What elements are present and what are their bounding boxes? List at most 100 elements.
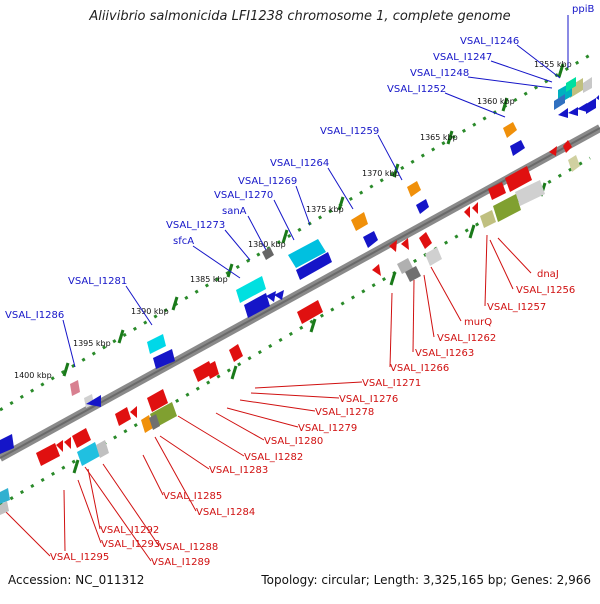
gene-block (488, 182, 506, 200)
tick-marks (62, 63, 565, 474)
gene-arrow (64, 437, 71, 449)
gene-arrow (558, 108, 568, 118)
genome-summary-text: Topology: circular; Length: 3,325,165 bp… (261, 573, 591, 587)
gene-block (596, 95, 599, 100)
gene-block (229, 344, 243, 362)
scale-label: 1385 kbp (190, 275, 228, 284)
gene-block (96, 440, 109, 458)
gene-block (206, 361, 219, 379)
gene-block (583, 77, 592, 93)
gene-block (568, 155, 580, 172)
gene-block (288, 239, 326, 268)
scale-label: 1395 kbp (73, 339, 111, 348)
scale-label: 1375 kbp (306, 205, 344, 214)
gene-block (419, 232, 432, 249)
gene-label: VSAL_I1278 (315, 407, 374, 418)
gene-block (363, 231, 378, 248)
scale-label: 1355 kbp (534, 60, 572, 69)
gene-label: VSAL_I1292 (100, 525, 159, 536)
gene-block (297, 300, 323, 324)
gene-block (563, 140, 572, 153)
gene-label: VSAL_I1269 (238, 176, 297, 187)
gene-label: VSAL_I1295 (50, 552, 109, 563)
gene-label: VSAL_I1263 (415, 348, 474, 359)
gene-arrow (56, 440, 63, 452)
gene-block (570, 78, 583, 98)
gene-label: VSAL_I1276 (339, 394, 398, 405)
gene-arrow (86, 395, 101, 407)
gene-label: VSAL_I1271 (362, 378, 421, 389)
gene-block (153, 349, 175, 369)
reverse-gene-features (0, 140, 580, 515)
gene-block (36, 443, 60, 466)
outer-dotted-track (0, 53, 591, 412)
forward-callouts (62, 15, 569, 368)
gene-block (493, 194, 521, 222)
reverse-callouts (3, 234, 532, 562)
gene-block (510, 140, 525, 156)
gene-block (0, 501, 9, 515)
gene-arrow (577, 103, 587, 112)
gene-label: sanA (222, 206, 247, 217)
gene-label: VSAL_I1270 (214, 190, 273, 201)
gene-arrow (472, 202, 478, 214)
gene-label: ppiB (572, 4, 594, 15)
gene-block (0, 488, 10, 504)
gene-block (115, 407, 131, 426)
gene-block (505, 166, 532, 192)
forward-gene-labels: ppiB VSAL_I1246 VSAL_I1247 VSAL_I1248 VS… (5, 4, 594, 321)
gene-label: VSAL_I1248 (410, 68, 469, 79)
scale-label: 1380 kbp (248, 240, 286, 249)
gene-label: VSAL_I1246 (460, 36, 519, 47)
gene-label: VSAL_I1285 (163, 491, 222, 502)
gene-block (70, 380, 80, 396)
gene-block (72, 428, 91, 448)
scale-label: 1365 kbp (420, 133, 458, 142)
gene-label: VSAL_I1264 (270, 158, 329, 169)
gene-block (236, 276, 266, 303)
gene-label: VSAL_I1283 (209, 465, 268, 476)
gene-label: murQ (464, 317, 492, 328)
scale-label: 1370 kbp (362, 169, 400, 178)
gene-label: VSAL_I1279 (298, 423, 357, 434)
gene-block (0, 434, 14, 454)
gene-label: VSAL_I1288 (159, 542, 218, 553)
gene-block (407, 181, 421, 197)
gene-arrow (401, 238, 409, 250)
gene-label: VSAL_I1259 (320, 126, 379, 137)
gene-block (351, 212, 368, 231)
gene-block (244, 293, 270, 318)
gene-label: VSAL_I1273 (166, 220, 225, 231)
gene-arrow (266, 291, 276, 302)
gene-block (515, 180, 545, 206)
gene-label: VSAL_I1257 (487, 302, 546, 313)
gene-block (480, 210, 496, 228)
gene-label: sfcA (173, 236, 194, 247)
accession-text: Accession: NC_011312 (8, 573, 145, 587)
gene-label: VSAL_I1286 (5, 310, 64, 321)
map-title: Aliivibrio salmonicida LFI1238 chromosom… (89, 9, 511, 24)
gene-label: VSAL_I1289 (151, 557, 210, 568)
gene-label: VSAL_I1247 (433, 52, 492, 63)
gene-block (296, 252, 332, 280)
gene-label: VSAL_I1256 (516, 285, 575, 296)
gene-block (554, 94, 565, 110)
gene-arrow (464, 206, 470, 218)
gene-arrow (130, 406, 137, 418)
gene-label: VSAL_I1262 (437, 333, 496, 344)
gene-arrow (389, 240, 397, 252)
gene-label: VSAL_I1281 (68, 276, 127, 287)
forward-gene-features (0, 77, 599, 504)
gene-block (149, 414, 160, 430)
gene-label: VSAL_I1282 (244, 452, 303, 463)
gene-arrow (568, 107, 578, 116)
gene-arrow (549, 146, 557, 156)
gene-arrow (274, 290, 284, 300)
gene-block (503, 122, 517, 138)
gene-block (425, 247, 442, 266)
gene-block (405, 266, 421, 282)
gene-block (147, 389, 168, 412)
gene-label: dnaJ (537, 269, 559, 280)
gene-arrow (372, 264, 381, 276)
